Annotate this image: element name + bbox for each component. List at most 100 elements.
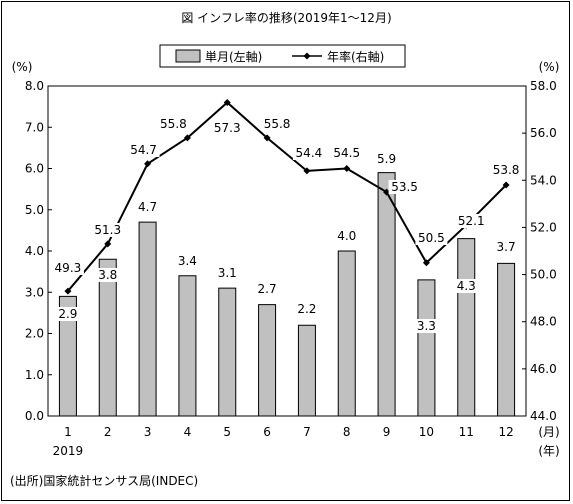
bar-value-label: 4.3 [457,279,476,293]
line-label-bg [490,163,523,177]
bar-label-bg [413,319,440,333]
bar [377,172,396,417]
bar-label-bg [174,254,201,268]
line-point [144,160,152,168]
line-point [422,259,430,267]
bar-value-label: 3.8 [98,268,117,282]
left-tick-label: 7.0 [25,120,44,134]
bar-label-bg [373,152,400,166]
plot-area [47,85,527,417]
x-tick-label: 4 [184,425,192,439]
right-tick-label: 52.0 [530,220,557,234]
line-label-bg [330,146,363,160]
line-value-label: 54.7 [130,143,157,157]
bar-label-bg [94,268,121,282]
bar-label-bg [54,307,81,321]
x-tick-label: 3 [144,425,152,439]
x-tick-label: 11 [459,425,474,439]
bar-value-label: 3.3 [417,319,436,333]
line-value-label: 52.1 [458,214,485,228]
right-tick-label: 50.0 [530,268,557,282]
line-label-bg [127,143,160,157]
x-tick-label: 9 [383,425,391,439]
bar-value-label: 3.4 [178,254,197,268]
right-tick-label: 48.0 [530,315,557,329]
line-label-bg [51,261,84,275]
bar [258,304,277,417]
line-value-label: 49.3 [55,261,82,275]
line-point [104,240,112,248]
bar-value-label: 3.7 [497,240,516,254]
line-value-label: 54.5 [333,146,360,160]
line-point [502,181,510,189]
line-label-bg [211,121,244,135]
bar [218,287,237,417]
left-axis-unit: (%) [12,60,33,74]
legend-box [159,44,406,68]
left-tick-label: 1.0 [25,368,44,382]
line-label-bg [91,223,124,237]
line-value-label: 55.8 [160,117,187,131]
line-label-bg [455,214,488,228]
line-value-label: 53.5 [391,180,418,194]
line-value-label: 53.8 [493,163,520,177]
bar-value-label: 2.7 [258,282,277,296]
bar-label-bg [493,240,520,254]
bar [457,238,476,417]
line-point [303,167,311,175]
x-year-label: 2019 [53,444,84,458]
line-label-bg [292,146,325,160]
line-point [383,188,391,196]
line-label-bg [415,231,448,245]
x-year-unit: (年) [538,444,559,458]
line-point [223,99,231,106]
bar-label-bg [134,200,161,214]
legend: 単月(左軸) 年率(右軸) [159,44,406,68]
x-tick-label: 12 [498,425,513,439]
line-label-bg [157,117,190,131]
bar-label-bg [293,302,320,316]
bar-label-bg [453,279,480,293]
chart-title: 図 インフレ率の推移(2019年1～12月) [181,10,391,25]
legend-swatch-marker [303,52,311,60]
line-point [263,134,271,142]
line-point [343,165,351,172]
line-point [183,134,191,142]
line-label-bg [261,117,294,131]
legend-label-bar: 単月(左軸) [205,49,262,64]
right-axis-unit: (%) [539,60,560,74]
line-point [64,287,72,295]
bar-value-label: 2.2 [297,302,316,316]
bar-label-bg [214,266,241,280]
bar-value-label: 5.9 [377,152,396,166]
bar-value-label: 2.9 [58,307,77,321]
line-label-bg [388,180,421,194]
source-note: (出所)国家統計センサス局(INDEC) [10,473,198,488]
line-value-label: 54.4 [296,146,323,160]
bar-label-bg [254,282,281,296]
left-tick-label: 8.0 [25,79,44,93]
legend-label-line: 年率(右軸) [327,49,384,64]
x-tick-label: 7 [303,425,311,439]
bar [497,262,516,417]
x-tick-label: 1 [64,425,72,439]
left-tick-label: 2.0 [25,327,44,341]
line-value-label: 51.3 [94,223,121,237]
x-axis-unit: (月) [538,425,559,439]
bar [138,221,157,417]
left-tick-label: 0.0 [25,409,44,423]
x-tick-label: 8 [343,425,351,439]
x-tick-label: 10 [419,425,434,439]
bar-label-bg [333,229,360,243]
left-tick-label: 4.0 [25,244,44,258]
x-tick-label: 6 [263,425,271,439]
bar-value-label: 4.0 [337,229,356,243]
annual-rate-line [67,101,507,292]
right-tick-label: 44.0 [530,409,557,423]
bar [297,324,316,417]
right-tick-label: 56.0 [530,126,557,140]
legend-swatch-bar [175,49,201,63]
line-value-label: 50.5 [418,231,445,245]
